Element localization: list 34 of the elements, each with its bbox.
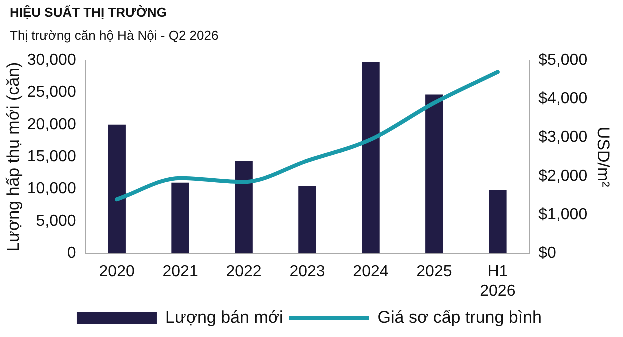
x-tick-label: 2022 <box>226 264 262 281</box>
bar <box>489 190 507 254</box>
legend-label: Giá sơ cấp trung bình <box>378 308 542 328</box>
bar <box>362 62 380 254</box>
y-tick-label: 25,000 <box>27 84 76 102</box>
y-tick-label: 10,000 <box>27 180 76 198</box>
y2-tick-label: $3,000 <box>538 129 588 146</box>
y2-tick-label: $2,000 <box>538 168 588 185</box>
y2-tick-label: $5,000 <box>538 52 588 70</box>
chart-subtitle: Thị trường căn hộ Hà Nội - Q2 2026 <box>10 28 219 43</box>
y-tick-label: 30,000 <box>27 52 76 70</box>
y-tick-label: 20,000 <box>27 116 76 134</box>
y2-tick-label: $4,000 <box>538 90 588 108</box>
chart-title: HIỆU SUẤT THỊ TRƯỜNG <box>10 5 167 20</box>
y2-tick-label: $1,000 <box>538 206 588 224</box>
x-tick-label: 2020 <box>99 264 135 281</box>
y2-tick-label: $0 <box>538 245 557 262</box>
bar <box>426 94 444 254</box>
line-series <box>115 70 500 202</box>
x-tick-label: H1 2026 <box>480 264 516 300</box>
y-tick-label: 5,000 <box>36 212 76 230</box>
legend-label: Lượng bán mới <box>165 308 284 328</box>
bar <box>108 124 126 254</box>
bar <box>235 160 253 254</box>
bar <box>298 186 316 254</box>
y2-axis-title: USD/m² <box>594 126 614 188</box>
y-tick-label: 0 <box>67 245 76 262</box>
x-tick-label: 2024 <box>353 264 389 281</box>
y-axis-title: Lượng hấp thụ mới (căn) <box>4 62 23 252</box>
y-tick-label: 15,000 <box>27 148 76 166</box>
bar <box>172 182 190 254</box>
x-tick-label: 2023 <box>290 264 326 281</box>
x-tick-label: 2025 <box>416 264 452 281</box>
x-tick-label: 2021 <box>162 264 198 281</box>
